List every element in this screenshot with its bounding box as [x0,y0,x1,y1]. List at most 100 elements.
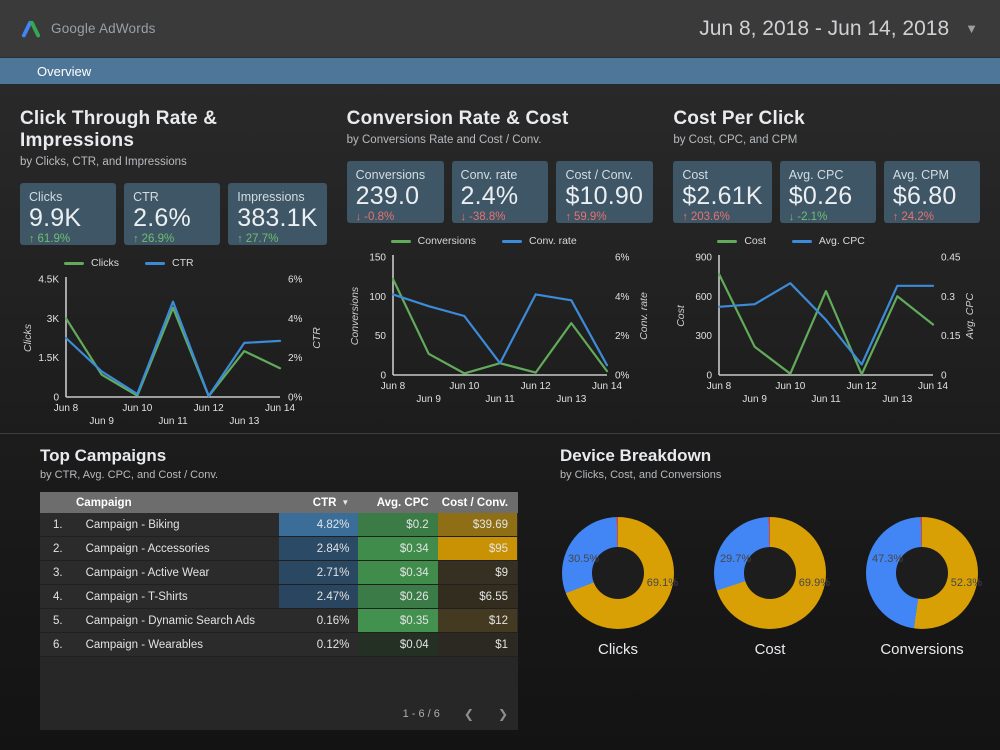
section-subtitle: by Clicks, CTR, and Impressions [20,156,187,168]
svg-text:0%: 0% [615,371,630,382]
column-header-avg-cpc[interactable]: Avg. CPC [376,496,429,509]
legend-swatch [791,239,812,243]
table-body: 1. Campaign - Biking 4.82% $0.2 $39.69 2. Camp… [40,513,518,657]
svg-text:6%: 6% [615,253,630,264]
svg-text:0%: 0% [288,393,303,404]
table-row: 6. Campaign - Wearables 0.12% $0.04 $1 [40,633,518,657]
section-title: Click Through Rate & Impressions [20,108,218,151]
section-title: Top Campaigns [40,446,167,465]
svg-text:Conv. rate: Conv. rate [638,292,650,340]
cell-cost-conv: $9 [437,561,518,584]
scorecard-delta: ↑ 26.9% [133,233,211,245]
donut-ring: 52.3% 47.3% [866,517,982,629]
row-rank: 1. [53,518,63,531]
scorecards-row: Clicks 9.9K ↑ 61.9% CTR 2.6% ↑ 26.9% Impressions… [20,183,327,245]
scorecard-value: $0.26 [788,182,853,210]
scorecard-value: 383.1K [237,204,318,232]
table-pagination: 1 - 6 / 6 ❮ ❯ [403,707,508,721]
cell-avg-cpc: $0.26 [358,585,438,608]
svg-text:Jun 8: Jun 8 [380,381,405,392]
scorecard-value: $10.90 [565,182,644,210]
device-breakdown-section: Device Breakdown by Clicks, Cost, and Co… [560,446,982,750]
delta-value: 61.9% [37,233,71,245]
donut-charts-row: 69.1% 30.5% Clicks 69.9% 29.7% Cost 52.3% 47.3%… [560,517,982,658]
donut-chart: 69.1% 30.5% Clicks [562,517,678,658]
caret-down-icon: ▼ [965,21,978,36]
scorecard: Avg. CPM $6.80 ↑ 24.2% [883,161,980,223]
svg-text:Clicks: Clicks [22,323,34,352]
svg-text:Jun 10: Jun 10 [776,381,806,392]
delta-value: 27.7% [245,233,279,245]
campaign-name: Campaign - T-Shirts [85,590,188,603]
table-row: 1. Campaign - Biking 4.82% $0.2 $39.69 [40,513,518,537]
donut-hole [896,547,948,599]
column-header-campaign[interactable]: Campaign [76,496,132,509]
svg-text:Avg. CPC: Avg. CPC [964,293,976,340]
metrics-row: Click Through Rate & Impressions by Click… [0,84,1000,433]
campaign-name: Campaign - Active Wear [85,566,210,579]
arrow-down-icon: ↓ [355,211,362,223]
slice-label-blue: 30.5% [568,553,600,565]
svg-text:0: 0 [941,371,947,382]
brand-name: Google AdWords [51,21,156,36]
delta-value: -0.8% [364,211,395,223]
svg-text:Jun 10: Jun 10 [122,403,152,414]
svg-text:0: 0 [380,371,386,382]
tab-bar: Overview [0,58,1000,84]
scorecard-value: $2.61K [682,182,763,210]
scorecard: CTR 2.6% ↑ 26.9% [124,183,221,245]
scorecard-label: Conv. rate [460,168,518,182]
legend-swatch [145,261,165,265]
svg-text:Jun 9: Jun 9 [743,394,768,405]
column-header-cost-conv[interactable]: Cost / Conv. [441,496,509,509]
scorecard: Cost $2.61K ↑ 203.6% [673,161,772,223]
row-rank: 4. [53,590,63,603]
scorecard: Conv. rate 2.4% ↓ -38.8% [451,161,549,223]
svg-text:Jun 14: Jun 14 [592,381,622,392]
scorecard-label: Avg. CPC [788,168,844,182]
delta-value: 26.9% [141,233,175,245]
legend-swatch [502,239,523,243]
svg-text:300: 300 [696,331,713,342]
legend-item: Avg. CPC [791,235,865,247]
bottom-row: Top Campaigns by CTR, Avg. CPC, and Cost… [0,433,1000,750]
page-next-icon[interactable]: ❯ [497,707,508,721]
svg-text:Jun 13: Jun 13 [883,394,913,405]
scorecard-delta: ↑ 59.9% [565,211,644,223]
arrow-down-icon: ↓ [788,211,795,223]
arrow-up-icon: ↑ [565,211,571,223]
arrow-up-icon: ↑ [133,233,139,245]
svg-text:Jun 12: Jun 12 [194,403,224,414]
scorecard-delta: ↑ 24.2% [893,211,971,223]
column-header-ctr[interactable]: CTR ▼ [312,496,350,509]
date-range-selector[interactable]: Jun 8, 2018 - Jun 14, 2018 ▼ [699,17,978,41]
adwords-logo-icon [21,20,41,37]
scorecard-label: CTR [133,190,159,204]
row-rank: 6. [53,638,63,651]
scorecard-delta: ↑ 203.6% [682,211,762,223]
slice-label-blue: 47.3% [872,553,904,565]
section-title: Cost Per Click [673,108,805,129]
svg-text:CTR: CTR [311,327,323,349]
scorecard-delta: ↑ 61.9% [29,233,107,245]
cell-ctr: 2.71% [279,561,359,584]
svg-text:Jun 14: Jun 14 [918,381,948,392]
slice-label-gold: 69.1% [646,577,678,589]
svg-text:0: 0 [707,371,713,382]
cell-avg-cpc: $0.35 [358,609,438,632]
svg-text:100: 100 [369,292,386,303]
delta-value: 203.6% [690,211,730,223]
scorecard-value: 239.0 [355,182,420,210]
scorecard-label: Conversions [355,168,426,182]
table-header-row: Campaign CTR ▼ Avg. CPC Cost / Conv. [40,492,518,513]
row-rank: 5. [53,614,63,627]
cell-campaign: 3. Campaign - Active Wear [40,561,279,584]
line-chart-canvas: 0 1.5K 3K 4.5K 0% 2% 4% 6% Jun 8 Jun 9 Jun 10 Jun 1… [22,275,323,428]
legend-swatch [64,261,84,265]
campaigns-table: Campaign CTR ▼ Avg. CPC Cost / Conv. 1. C… [40,492,518,730]
page-prev-icon[interactable]: ❮ [463,707,474,721]
row-rank: 3. [53,566,63,579]
legend-item: Clicks [64,257,119,269]
tab-overview[interactable]: Overview [37,63,92,79]
